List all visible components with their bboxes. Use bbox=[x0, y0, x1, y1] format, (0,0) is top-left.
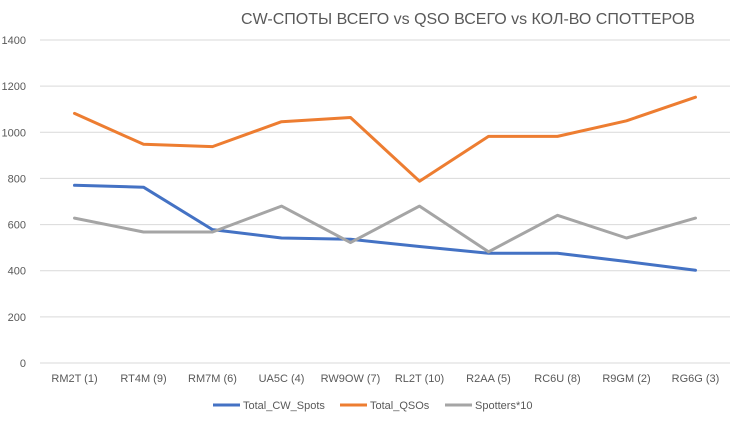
x-tick-label: RG6G (3) bbox=[672, 373, 720, 385]
chart-title: CW-СПОТЫ ВСЕГО vs QSO ВСЕГО vs КОЛ-ВО СП… bbox=[241, 11, 695, 28]
y-tick-label: 600 bbox=[8, 220, 26, 232]
x-tick-label: RT4M (9) bbox=[120, 373, 166, 385]
y-tick-label: 1400 bbox=[2, 35, 26, 47]
x-tick-label: UA5C (4) bbox=[259, 373, 305, 385]
x-tick-label: RC6U (8) bbox=[534, 373, 580, 385]
series-lines bbox=[73, 95, 697, 272]
y-tick-label: 800 bbox=[8, 173, 26, 185]
x-tick-label: RW9OW (7) bbox=[321, 373, 381, 385]
y-axis-tick-labels: 0 200 400 600 800 1000 1200 1400 bbox=[2, 35, 26, 370]
gridlines bbox=[40, 39, 730, 364]
y-tick-label: 0 bbox=[20, 358, 26, 370]
y-tick-label: 1200 bbox=[2, 81, 26, 93]
series-line-total-cw-spots bbox=[73, 183, 697, 272]
legend-label: Total_CW_Spots bbox=[243, 400, 325, 412]
y-tick-label: 400 bbox=[8, 266, 26, 278]
series-line-spotters-10 bbox=[73, 204, 697, 254]
x-tick-label: RM2T (1) bbox=[51, 373, 97, 385]
legend-label: Total_QSOs bbox=[370, 400, 430, 412]
y-tick-label: 1000 bbox=[2, 127, 26, 139]
x-tick-label: R2AA (5) bbox=[466, 373, 511, 385]
x-axis-tick-labels: RM2T (1) RT4M (9) RM7M (6) UA5C (4) RW9OW (7… bbox=[51, 373, 719, 385]
legend: Total_CW_Spots Total_QSOs Spotters*10 bbox=[213, 400, 532, 412]
x-tick-label: RL2T (10) bbox=[395, 373, 444, 385]
y-tick-label: 200 bbox=[8, 312, 26, 324]
legend-label: Spotters*10 bbox=[475, 400, 532, 412]
x-tick-label: R9GM (2) bbox=[602, 373, 650, 385]
series-line-total-qsos bbox=[73, 95, 697, 183]
x-tick-label: RM7M (6) bbox=[188, 373, 237, 385]
